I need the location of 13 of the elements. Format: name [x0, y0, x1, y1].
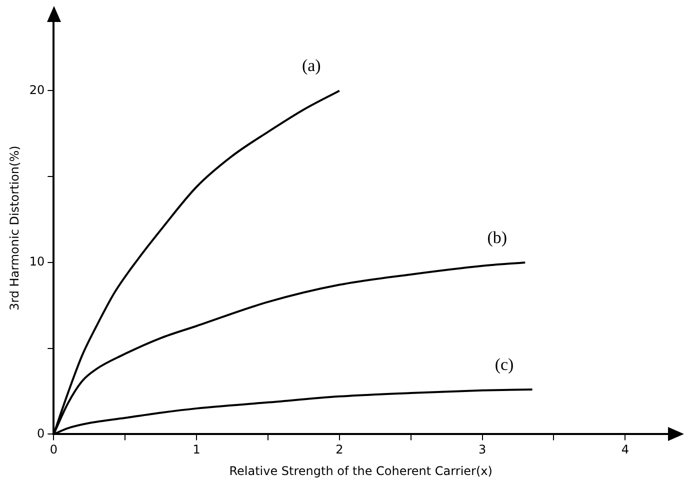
- y-tick-label: 0: [37, 426, 45, 440]
- x-tick-label: 0: [50, 442, 58, 457]
- y-axis-title: 3rd Harmonic Distortion(%): [7, 146, 22, 311]
- x-axis-title: Relative Strength of the Coherent Carrier(x): [229, 464, 492, 478]
- x-tick-label: 1: [192, 442, 200, 457]
- y-tick-label: 10: [29, 254, 45, 269]
- annotation: (c): [494, 355, 514, 374]
- x-tick-label: 3: [478, 442, 486, 457]
- x-tick-label: 2: [336, 442, 344, 457]
- annotation: (a): [302, 56, 321, 76]
- y-tick-label: 20: [29, 82, 45, 97]
- annotation: (b): [487, 228, 508, 247]
- x-tick-label: 4: [621, 442, 629, 457]
